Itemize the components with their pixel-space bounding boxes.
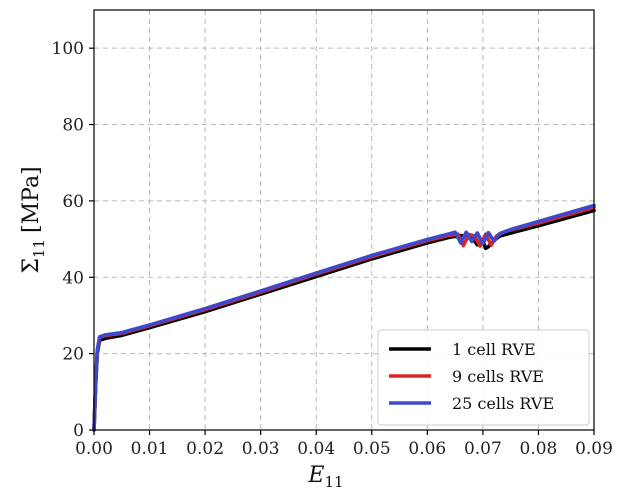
- y-tick-label: 80: [62, 116, 84, 136]
- y-axis-label: Σ11 [MPa]: [19, 166, 48, 273]
- y-tick-label: 100: [52, 39, 84, 59]
- series-lines: [92, 203, 596, 432]
- x-tick-label: 0.09: [575, 439, 613, 459]
- series-line-3: [92, 203, 596, 432]
- x-axis-label: E11: [307, 463, 343, 490]
- x-tick-label: 0.00: [75, 439, 113, 459]
- y-axis-label-unit: [MPa]: [19, 166, 44, 233]
- x-tick-label: 0.03: [242, 439, 280, 459]
- y-axis-label-sub: 11: [30, 239, 48, 258]
- x-tick-label: 0.02: [186, 439, 224, 459]
- plot-frame: [93, 9, 595, 431]
- x-tick-label: 0.04: [297, 439, 335, 459]
- x-tick-label: 0.08: [520, 439, 558, 459]
- y-tick-label: 60: [62, 192, 84, 212]
- legend-label-1: 1 cell RVE: [452, 340, 536, 359]
- y-tick-label: 40: [62, 268, 84, 288]
- y-tick-label: 20: [62, 345, 84, 365]
- x-tick-label: 0.05: [353, 439, 391, 459]
- axis-ticks: 0.00 0.01 0.02 0.03 0.04 0.05 0.06 0.07 0.08 0.09…: [52, 39, 613, 459]
- x-tick-label: 0.06: [408, 439, 446, 459]
- y-axis-label-main: Σ: [19, 258, 44, 274]
- x-tick-label: 0.01: [131, 439, 169, 459]
- legend-label-2: 9 cells RVE: [452, 367, 544, 386]
- x-axis-label-sub: 11: [324, 473, 343, 490]
- x-axis-label-main: E: [307, 463, 324, 488]
- y-tick-label: 0: [73, 421, 84, 441]
- legend: 1 cell RVE 9 cells RVE 25 cells RVE: [377, 329, 590, 426]
- legend-label-3: 25 cells RVE: [452, 394, 554, 413]
- x-tick-label: 0.07: [464, 439, 502, 459]
